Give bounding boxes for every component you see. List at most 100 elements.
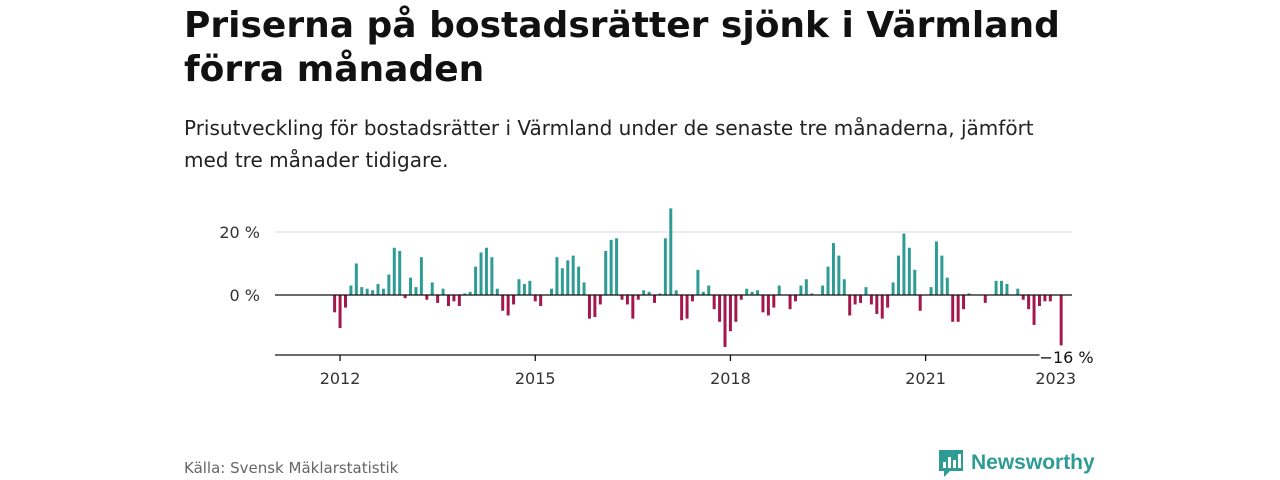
bar xyxy=(1016,288,1020,295)
bar xyxy=(1032,295,1036,325)
bar xyxy=(468,291,472,295)
bar xyxy=(1059,295,1063,346)
bar xyxy=(528,280,532,295)
bar xyxy=(734,295,738,322)
bar xyxy=(821,285,825,295)
bar xyxy=(696,269,700,295)
y-tick-label: 0 % xyxy=(230,286,260,305)
bar xyxy=(360,287,364,295)
bar xyxy=(631,295,635,319)
bar xyxy=(777,285,781,295)
bar xyxy=(956,295,960,322)
bar xyxy=(392,247,396,295)
bar xyxy=(880,295,884,319)
bar xyxy=(945,277,949,295)
bar xyxy=(620,295,624,300)
bar xyxy=(1037,295,1041,307)
bar xyxy=(593,295,597,318)
bar xyxy=(728,295,732,332)
bar xyxy=(983,295,987,303)
bar xyxy=(804,279,808,295)
bar xyxy=(788,295,792,310)
bar xyxy=(479,252,483,295)
bar xyxy=(533,295,537,302)
bar xyxy=(539,295,543,307)
bar xyxy=(766,295,770,316)
bar xyxy=(810,293,814,295)
bar xyxy=(1000,280,1004,295)
bar xyxy=(452,295,456,302)
bar xyxy=(371,290,375,295)
y-tick-label: 20 % xyxy=(219,223,260,242)
bar xyxy=(587,295,591,319)
bar xyxy=(387,274,391,295)
x-tick-label: 2015 xyxy=(515,369,556,388)
bar xyxy=(723,295,727,347)
bar xyxy=(414,287,418,295)
bar xyxy=(902,233,906,295)
chart-title: Priserna på bostadsrätter sjönk i Värmla… xyxy=(184,5,1060,90)
bar xyxy=(365,288,369,295)
bar xyxy=(333,295,337,313)
bar xyxy=(772,295,776,308)
bar xyxy=(647,291,651,295)
bar xyxy=(550,288,554,295)
bar xyxy=(669,208,673,295)
bar xyxy=(663,238,667,295)
bar xyxy=(859,295,863,303)
bar xyxy=(826,266,830,295)
annotation-bg xyxy=(1039,347,1094,367)
bar xyxy=(522,283,526,295)
bar xyxy=(934,241,938,295)
bar xyxy=(799,285,803,295)
bar xyxy=(1027,295,1031,310)
bar xyxy=(658,293,662,295)
bar xyxy=(354,263,358,295)
bar xyxy=(918,295,922,311)
bar xyxy=(349,285,353,295)
bar xyxy=(967,293,971,295)
bar xyxy=(555,257,559,295)
source-note: Källa: Svensk Mäklarstatistik xyxy=(184,459,399,477)
bar xyxy=(376,283,380,295)
bar xyxy=(604,250,608,295)
bar xyxy=(425,295,429,300)
bar xyxy=(739,295,743,300)
x-tick-label: 2023 xyxy=(1035,369,1076,388)
bar xyxy=(907,247,911,295)
bar xyxy=(512,295,516,305)
bar xyxy=(951,295,955,322)
bar xyxy=(642,290,646,295)
bar xyxy=(831,243,835,295)
bar xyxy=(447,295,450,307)
bar xyxy=(940,255,944,295)
bar xyxy=(685,295,689,319)
bar xyxy=(577,266,581,295)
bar xyxy=(484,247,488,295)
bar xyxy=(680,295,684,321)
bar xyxy=(745,288,749,295)
bar xyxy=(474,266,478,295)
bar xyxy=(886,295,890,308)
bar xyxy=(690,295,694,302)
bar xyxy=(609,239,613,295)
bar xyxy=(1005,283,1009,295)
bar xyxy=(1048,295,1052,302)
bar xyxy=(615,238,619,295)
bar xyxy=(560,268,564,295)
x-tick-label: 2012 xyxy=(320,369,361,388)
bar xyxy=(869,295,873,305)
bar xyxy=(994,280,998,295)
bar xyxy=(625,295,629,305)
bar xyxy=(962,295,966,310)
bar xyxy=(495,288,499,295)
bar xyxy=(409,277,413,295)
bar xyxy=(837,255,841,295)
bar xyxy=(430,282,434,295)
bar xyxy=(712,295,716,310)
bar xyxy=(343,295,347,308)
bar xyxy=(701,291,705,295)
bar xyxy=(897,255,900,295)
bar xyxy=(419,257,423,295)
bar xyxy=(517,279,521,295)
